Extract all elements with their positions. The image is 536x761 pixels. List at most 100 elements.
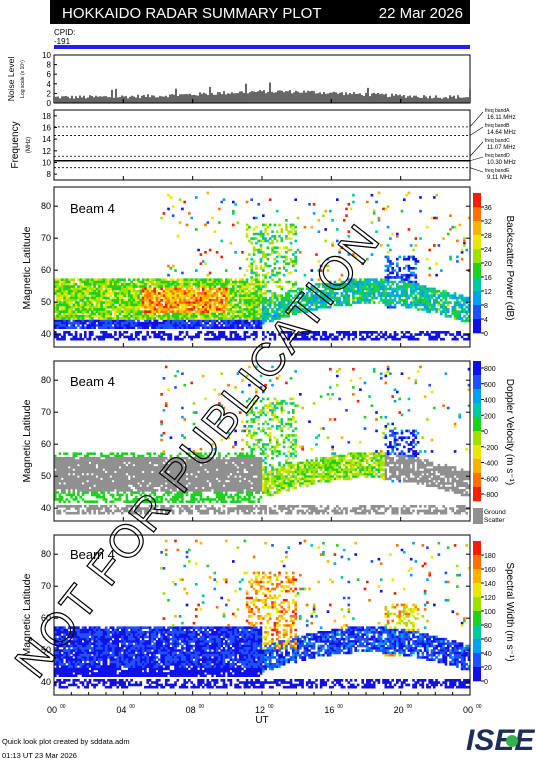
width-beam-label: Beam 4: [70, 547, 115, 562]
power-panel: Beam 4 Magnetic Latitude 40 50 60 70 80 0 4 8 1…: [21, 186, 515, 348]
freq-y-tick-label: 12: [42, 147, 51, 156]
noise-y-tick-label: 4: [47, 80, 52, 89]
power-y-ticks: 40 50 60 70 80: [41, 201, 470, 339]
colorbar-swatch: [473, 207, 481, 222]
colorbar-swatch: [473, 625, 481, 640]
velocity-colorbar: 800 600 400 200 0 -200 -400 -600 -800: [473, 361, 498, 502]
cpid-label: CPID:: [54, 28, 75, 37]
colorbar-tick-label: 160: [484, 567, 496, 574]
colorbar-swatch: [473, 319, 481, 334]
colorbar-tick-label: 40: [484, 651, 492, 658]
colorbar-tick-label: 16: [484, 275, 492, 282]
data-cells: [171, 546, 471, 650]
isee-logo: ISEE: [466, 724, 535, 757]
freq-y-tick-label: 8: [47, 170, 52, 179]
width-y-ticks: 40 50 60 70 80: [41, 549, 470, 687]
colorbar-swatch: [473, 249, 481, 264]
freq-band-name: freq bandA: [485, 108, 510, 114]
width-ylabel: Magnetic Latitude: [21, 573, 33, 656]
ut-tick-label: 12: [255, 705, 265, 715]
freq-y-ticks: 8 10 12 14 16 18: [42, 112, 57, 179]
colorbar-tick-label: 0: [484, 429, 488, 436]
colorbar-swatch: [473, 291, 481, 306]
freq-band-pointer: [469, 167, 484, 173]
freq-y-tick-label: 10: [42, 159, 51, 168]
velocity-ylabel: Magnetic Latitude: [21, 399, 33, 482]
ut-tick-sup: 00: [337, 704, 343, 710]
colorbar-swatch: [473, 541, 481, 556]
colorbar-tick-label: 8: [484, 303, 488, 310]
lat-tick-label: 60: [41, 265, 51, 275]
lat-tick-label: 80: [41, 201, 51, 211]
plot-date: 22 Mar 2026: [379, 5, 463, 22]
colorbar-tick-label: 20: [484, 665, 492, 672]
noise-ylabel-sub: Log scale (x 10⁵): [20, 60, 26, 98]
colorbar-swatch: [473, 305, 481, 320]
ground-scatter-swatch: [473, 508, 483, 524]
ground-scatter-label: Ground Scatter: [484, 509, 506, 524]
colorbar-swatch: [473, 389, 481, 404]
freq-frame: [53, 109, 471, 181]
colorbar-swatch: [473, 403, 481, 418]
lat-tick-label: 60: [41, 613, 51, 623]
width-panel: Beam 4 Magnetic Latitude 40 50 60 70 80 0 20 4…: [21, 534, 515, 696]
lat-tick-label: 80: [41, 375, 51, 385]
ut-tick-label: 04: [116, 705, 126, 715]
data-cells: [54, 544, 471, 671]
footer-credit: Quick look plot created by sddata.adm: [2, 737, 130, 746]
colorbar-tick-label: 400: [484, 398, 496, 405]
lat-tick-label: 70: [41, 233, 51, 243]
data-cells: [192, 370, 429, 497]
lat-tick-label: 40: [41, 329, 51, 339]
colorbar-swatch: [473, 569, 481, 584]
ut-tick-sup: 00: [407, 704, 413, 710]
freq-band-pointer: [469, 141, 484, 157]
freq-y-tick-label: 14: [42, 135, 51, 144]
velocity-y-ticks: 40 50 60 70 80: [41, 375, 470, 513]
power-colorbar: 0 4 8 12 16 20 24 28 32 36: [473, 193, 492, 338]
colorbar-tick-label: 28: [484, 233, 492, 240]
colorbar-swatch: [473, 277, 481, 292]
ut-tick-sup: 00: [268, 704, 274, 710]
colorbar-swatch: [473, 221, 481, 236]
colorbar-tick-label: 180: [484, 553, 496, 560]
freq-band-lines: [54, 126, 470, 169]
ut-tick-sup: 00: [129, 704, 135, 710]
lat-tick-label: 70: [41, 407, 51, 417]
ut-tick-label: 00: [47, 705, 57, 715]
colorbar-swatch: [473, 611, 481, 626]
colorbar-swatch: [473, 555, 481, 570]
colorbar-tick-label: 600: [484, 382, 496, 389]
data-cells: [160, 365, 462, 476]
colorbar-swatch: [473, 361, 481, 376]
ut-tick-sup: 00: [60, 704, 66, 710]
lat-tick-label: 50: [41, 471, 51, 481]
colorbar-tick-label: 140: [484, 581, 496, 588]
lat-tick-label: 80: [41, 549, 51, 559]
colorbar-swatch: [473, 639, 481, 654]
colorbar-tick-label: 0: [484, 679, 488, 686]
colorbar-tick-label: -800: [484, 492, 498, 499]
colorbar-swatch: [473, 487, 481, 502]
width-colorbar-label: Spectral Width (m s⁻¹): [504, 562, 515, 661]
freq-y-tick-label: 16: [42, 124, 51, 133]
noise-y-tick-label: 2: [47, 89, 52, 98]
colorbar-swatch: [473, 431, 481, 446]
ut-tick-label: 16: [324, 705, 334, 715]
cpid-value: -191: [54, 37, 71, 46]
power-beam-label: Beam 4: [70, 201, 115, 216]
isee-logo-dot: [506, 735, 518, 747]
freq-ylabel-sub: (MHz): [26, 137, 32, 153]
freq-band-pointer: [469, 126, 484, 136]
colorbar-tick-label: 200: [484, 413, 496, 420]
colorbar-swatch: [473, 667, 481, 682]
noise-y-tick-label: 6: [47, 70, 52, 79]
colorbar-tick-label: -600: [484, 476, 498, 483]
colorbar-tick-label: 80: [484, 623, 492, 630]
colorbar-swatch: [473, 193, 481, 208]
colorbar-swatch: [473, 417, 481, 432]
freq-band-value: 9.11 MHz: [487, 175, 512, 181]
colorbar-tick-label: 24: [484, 247, 492, 254]
